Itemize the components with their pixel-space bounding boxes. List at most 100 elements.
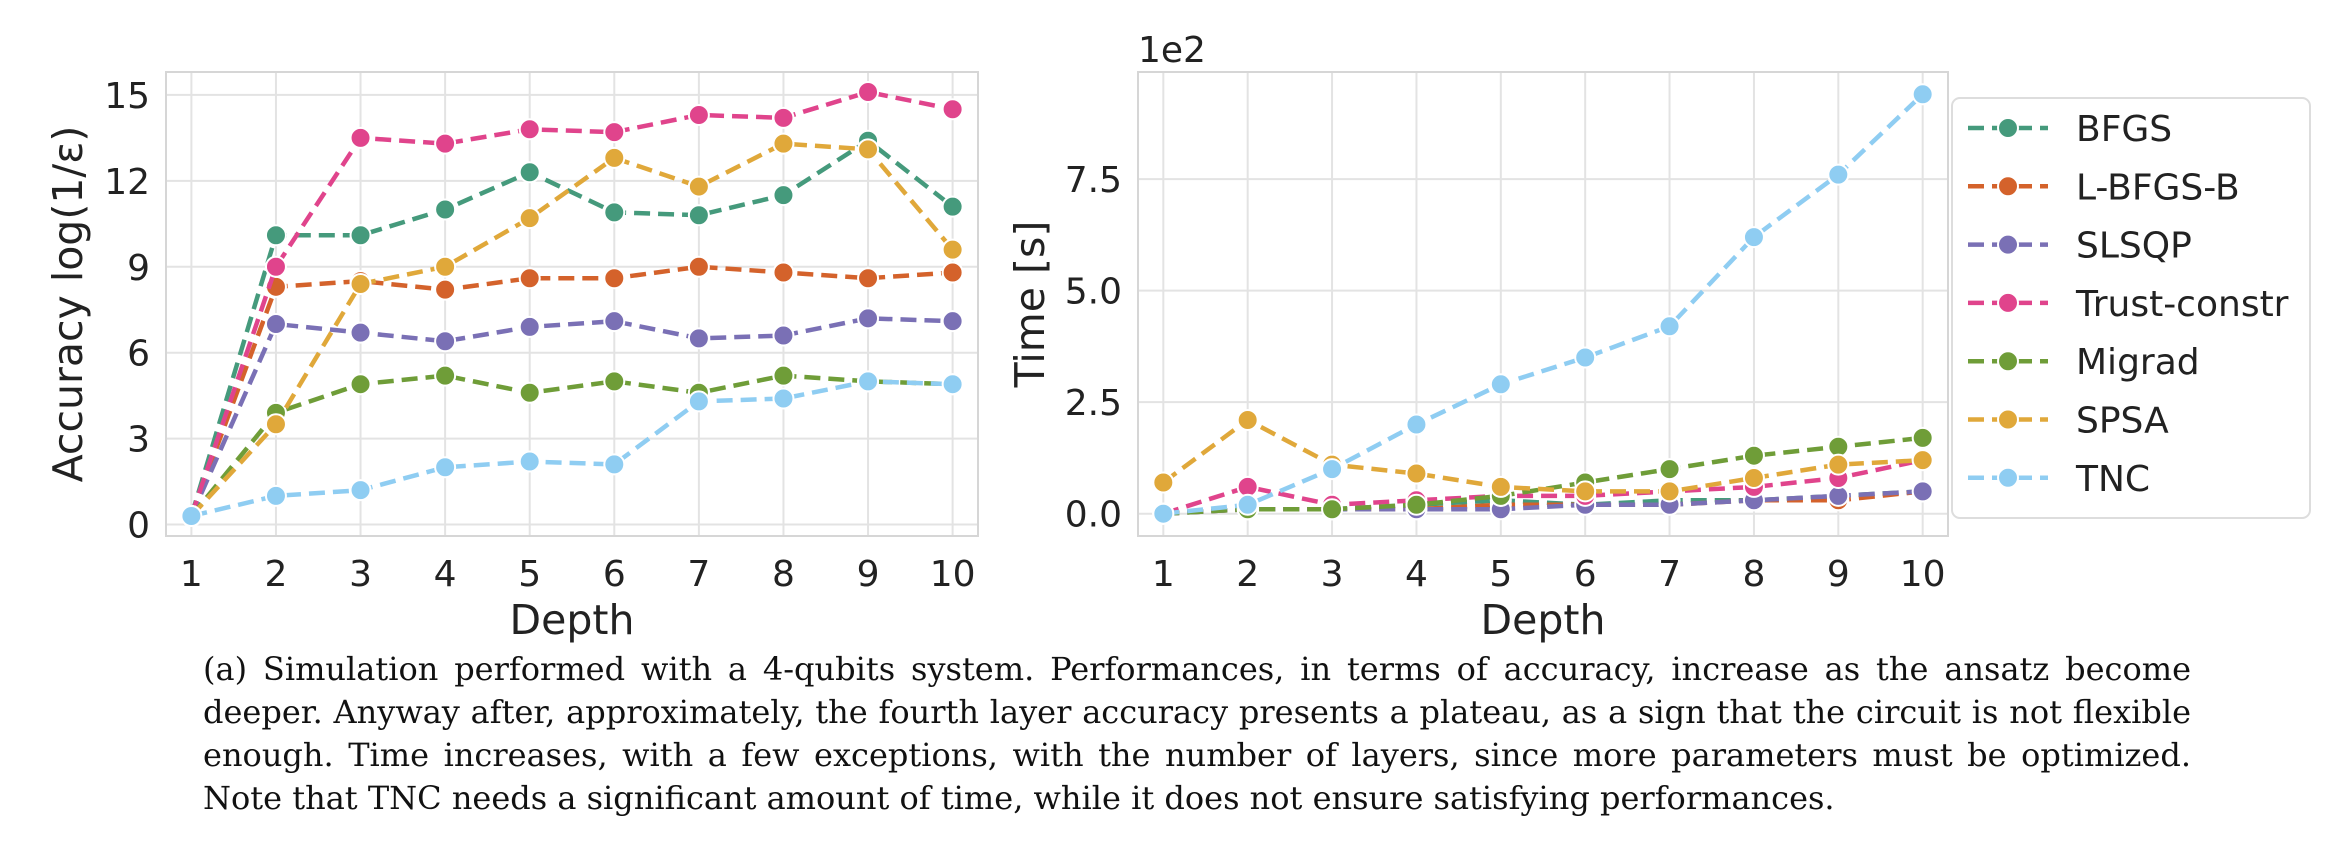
- data-point: [434, 198, 457, 221]
- legend-marker: [1997, 350, 2019, 373]
- data-point: [1658, 458, 1681, 481]
- data-point: [434, 278, 457, 301]
- data-point: [264, 484, 287, 507]
- series-line: [189, 264, 953, 517]
- data-point: [1911, 480, 1934, 503]
- data-point: [857, 370, 880, 393]
- data-point: [857, 267, 880, 290]
- time-series-spsa: [1152, 409, 1934, 503]
- y-tick-label: 3: [127, 420, 150, 461]
- time-series-migrad: [1152, 426, 1934, 525]
- data-point: [941, 195, 964, 218]
- data-point: [518, 118, 541, 141]
- y-tick-label: 0: [127, 506, 150, 547]
- data-point: [434, 364, 457, 387]
- acc-series-l-bfgs-b: [180, 255, 964, 527]
- gridlines: [1138, 72, 1948, 536]
- axis-offset-label: 1e2: [1138, 30, 1206, 71]
- x-tick-label: 7: [687, 554, 710, 595]
- data-point: [1236, 409, 1259, 431]
- y-tick-label: 6: [127, 334, 150, 375]
- data-point: [772, 261, 795, 284]
- legend-box: [1951, 97, 2311, 519]
- x-tick-label: 5: [1489, 554, 1512, 595]
- legend-marker: [1997, 233, 2019, 256]
- x-tick-label: 2: [265, 554, 288, 595]
- time-series-tnc: [1152, 83, 1934, 525]
- data-point: [264, 255, 287, 278]
- figure-caption: (a) Simulation performed with a 4-qubits…: [203, 650, 2191, 817]
- data-point: [1574, 346, 1597, 369]
- y-tick-label: 0.0: [1065, 495, 1122, 536]
- data-point: [264, 224, 287, 247]
- legend-item-slsqp: SLSQP: [1968, 226, 2192, 267]
- legend-item-trust-constr: Trust-constr: [1968, 284, 2289, 325]
- acc-series-tnc: [180, 370, 964, 527]
- x-tick-label: 3: [1321, 554, 1344, 595]
- x-tick-label: 1: [1152, 554, 1175, 595]
- data-point: [264, 413, 287, 436]
- plot-frame: [165, 71, 979, 537]
- x-tick-label: 2: [1236, 554, 1259, 595]
- y-tick-label: 9: [127, 248, 150, 289]
- data-point: [857, 138, 880, 161]
- legend-marker: [1997, 175, 2019, 198]
- plot-frame: [1137, 71, 1949, 537]
- y-tick-label: 7.5: [1065, 160, 1122, 201]
- x-tick-label: 7: [1658, 554, 1681, 595]
- data-point: [1236, 493, 1259, 516]
- data-point: [1152, 502, 1175, 525]
- data-point: [941, 373, 964, 396]
- series-line: [189, 141, 955, 518]
- data-point: [687, 175, 710, 198]
- data-point: [772, 364, 795, 387]
- series-line: [189, 316, 953, 517]
- x-tick-label: 1: [180, 554, 203, 595]
- data-point: [1658, 480, 1681, 503]
- data-point: [1574, 480, 1597, 503]
- gridlines: [166, 72, 978, 536]
- data-point: [941, 98, 964, 121]
- data-point: [687, 327, 710, 350]
- data-point: [349, 479, 372, 502]
- data-point: [603, 146, 626, 169]
- x-axis-label: Depth: [510, 596, 635, 644]
- data-point: [687, 103, 710, 126]
- data-point: [518, 207, 541, 230]
- data-point: [1742, 226, 1765, 249]
- legend-marker: [1997, 408, 2019, 431]
- series-line: [1163, 435, 1923, 516]
- data-point: [1911, 449, 1934, 472]
- data-point: [603, 121, 626, 144]
- data-point: [349, 224, 372, 247]
- data-point: [603, 370, 626, 393]
- data-point: [434, 456, 457, 479]
- x-tick-label: 3: [349, 554, 372, 595]
- data-point: [434, 330, 457, 353]
- data-point: [772, 387, 795, 410]
- data-point: [941, 310, 964, 333]
- legend-item-tnc: TNC: [1968, 459, 2150, 500]
- x-tick-label: 8: [772, 554, 795, 595]
- acc-series-spsa: [180, 132, 964, 527]
- x-tick-label: 6: [1574, 554, 1597, 595]
- data-point: [941, 238, 964, 261]
- data-point: [1911, 426, 1934, 449]
- y-tick-label: 15: [104, 76, 150, 117]
- series-line: [1163, 92, 1925, 516]
- time-chart: 1 2 3 4 5 6 7 8 9 10 0.0 2.5 5.0 7.5 Depth Time [s] 1e2: [1006, 30, 1949, 644]
- legend-item-migrad: Migrad: [1968, 342, 2200, 383]
- data-point: [772, 106, 795, 129]
- legend-label: Trust-constr: [2075, 284, 2289, 325]
- data-point: [1152, 471, 1175, 494]
- data-point: [349, 126, 372, 149]
- data-point: [1742, 444, 1765, 467]
- series-line: [189, 137, 955, 517]
- y-axis-label: Accuracy log(1/ε): [44, 126, 92, 483]
- data-point: [349, 373, 372, 396]
- data-point: [603, 453, 626, 476]
- legend-marker: [1997, 117, 2019, 139]
- data-point: [603, 201, 626, 224]
